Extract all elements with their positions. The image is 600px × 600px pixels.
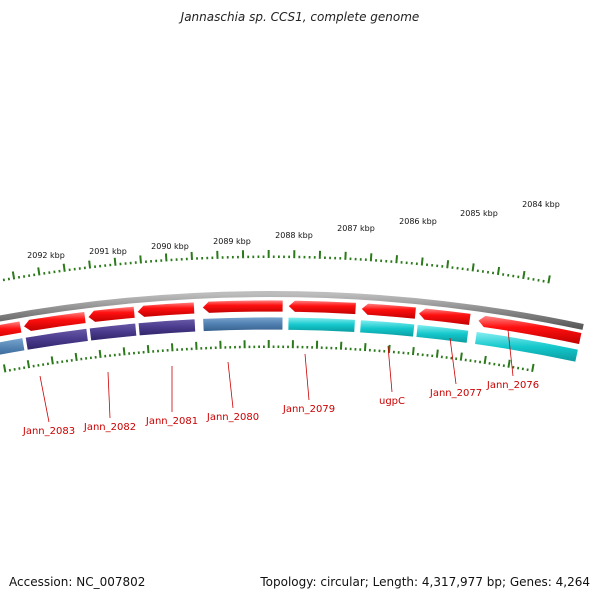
inner-tick-major — [507, 359, 511, 368]
inner-tick-major — [146, 345, 150, 354]
genome-backbone — [0, 291, 584, 330]
gene-leader-line — [507, 329, 514, 377]
outer-tick-major — [547, 275, 551, 284]
gene-label: Jann_2076 — [486, 380, 539, 391]
scale-label: 2084 kbp — [522, 200, 560, 209]
outer-tick-major — [164, 253, 168, 262]
outer-tick-major — [395, 255, 399, 264]
inner-tick-major — [531, 363, 535, 373]
gene-leader-line — [39, 375, 50, 423]
gene-leader-line — [449, 337, 457, 385]
reverse-gene-2 — [24, 327, 89, 351]
reverse-gene-5 — [202, 316, 284, 332]
reverse-gene-4 — [137, 318, 197, 337]
outer-tick-major — [369, 253, 373, 262]
forward-gene-4 — [136, 301, 196, 318]
gene-label: Jann_2082 — [83, 422, 136, 433]
gene-leader-line — [387, 345, 393, 393]
reverse-gene-6 — [287, 316, 356, 333]
gene-label: Jann_2077 — [429, 388, 482, 399]
outer-tick-major — [420, 257, 424, 266]
genome-summary-text: Topology: circular; Length: 4,317,977 bp… — [260, 575, 590, 589]
scale-labels: 2092 kbp 2091 kbp 2090 kbp 2089 kbp 2088 kbp… — [27, 200, 560, 260]
gene-label: Jann_2080 — [206, 412, 259, 423]
inner-tick-major — [26, 360, 31, 369]
outer-tick-major — [37, 267, 41, 276]
forward-gene-2 — [22, 311, 87, 332]
accession-text: Accession: NC_007802 — [9, 575, 146, 589]
scale-label: 2091 kbp — [89, 247, 127, 256]
scale-ticks — [2, 249, 551, 373]
scale-label: 2088 kbp — [275, 231, 313, 240]
inner-tick-major — [50, 356, 54, 365]
inner-tick-major — [411, 346, 415, 356]
inner-tick-major — [459, 352, 463, 361]
outer-tick-major — [11, 271, 16, 280]
scale-label: 2085 kbp — [460, 209, 498, 218]
forward-gene-5 — [201, 299, 284, 314]
forward-gene-7 — [360, 302, 417, 320]
inner-tick-major — [98, 349, 102, 359]
gene-label: ugpC — [379, 396, 405, 407]
outer-tick-major — [446, 260, 450, 269]
outer-tick-major — [522, 270, 526, 280]
forward-gene-6 — [287, 299, 357, 315]
forward-gene-1 — [0, 320, 23, 338]
gene-track — [0, 299, 583, 363]
forward-gene-9 — [477, 315, 583, 345]
scale-label: 2089 kbp — [213, 237, 251, 246]
outer-tick-major — [496, 266, 501, 276]
gene-label: Jann_2083 — [22, 426, 75, 437]
inner-tick-major — [2, 364, 7, 373]
reverse-gene-8 — [415, 323, 470, 344]
backbone-ring — [0, 291, 584, 330]
gene-label: Jann_2081 — [145, 416, 198, 427]
map-title: Jannaschia sp. CCS1, complete genome — [180, 10, 420, 24]
reverse-gene-3 — [88, 322, 138, 342]
reverse-gene-7 — [359, 319, 416, 338]
gene-labels: Jann_2083 Jann_2082 Jann_2081 Jann_2080 Jann… — [22, 329, 539, 437]
outer-tick-major — [139, 255, 142, 264]
scale-label: 2087 kbp — [337, 224, 375, 233]
gene-leader-line — [227, 361, 234, 409]
inner-tick-major — [74, 352, 78, 362]
scale-label: 2086 kbp — [399, 217, 437, 226]
outer-tick-major — [113, 257, 117, 266]
inner-tick-major — [435, 349, 439, 358]
gene-label: Jann_2079 — [282, 404, 335, 415]
reverse-gene-9 — [474, 330, 579, 363]
reverse-gene-1 — [0, 337, 26, 356]
outer-tick-major — [471, 263, 475, 272]
outer-tick-major — [88, 260, 92, 269]
inner-tick-major — [363, 343, 367, 352]
gene-leader-line — [107, 371, 111, 419]
forward-gene-3 — [87, 305, 136, 323]
forward-gene-8 — [417, 307, 472, 326]
outer-tick-major — [62, 263, 66, 272]
scale-label: 2090 kbp — [151, 242, 189, 251]
inner-tick-major — [387, 344, 391, 353]
inner-tick-major — [483, 355, 487, 365]
inner-tick-major — [170, 343, 174, 352]
scale-label: 2092 kbp — [27, 251, 65, 260]
inner-tick-major — [122, 347, 126, 356]
gene-leader-line — [304, 353, 310, 401]
